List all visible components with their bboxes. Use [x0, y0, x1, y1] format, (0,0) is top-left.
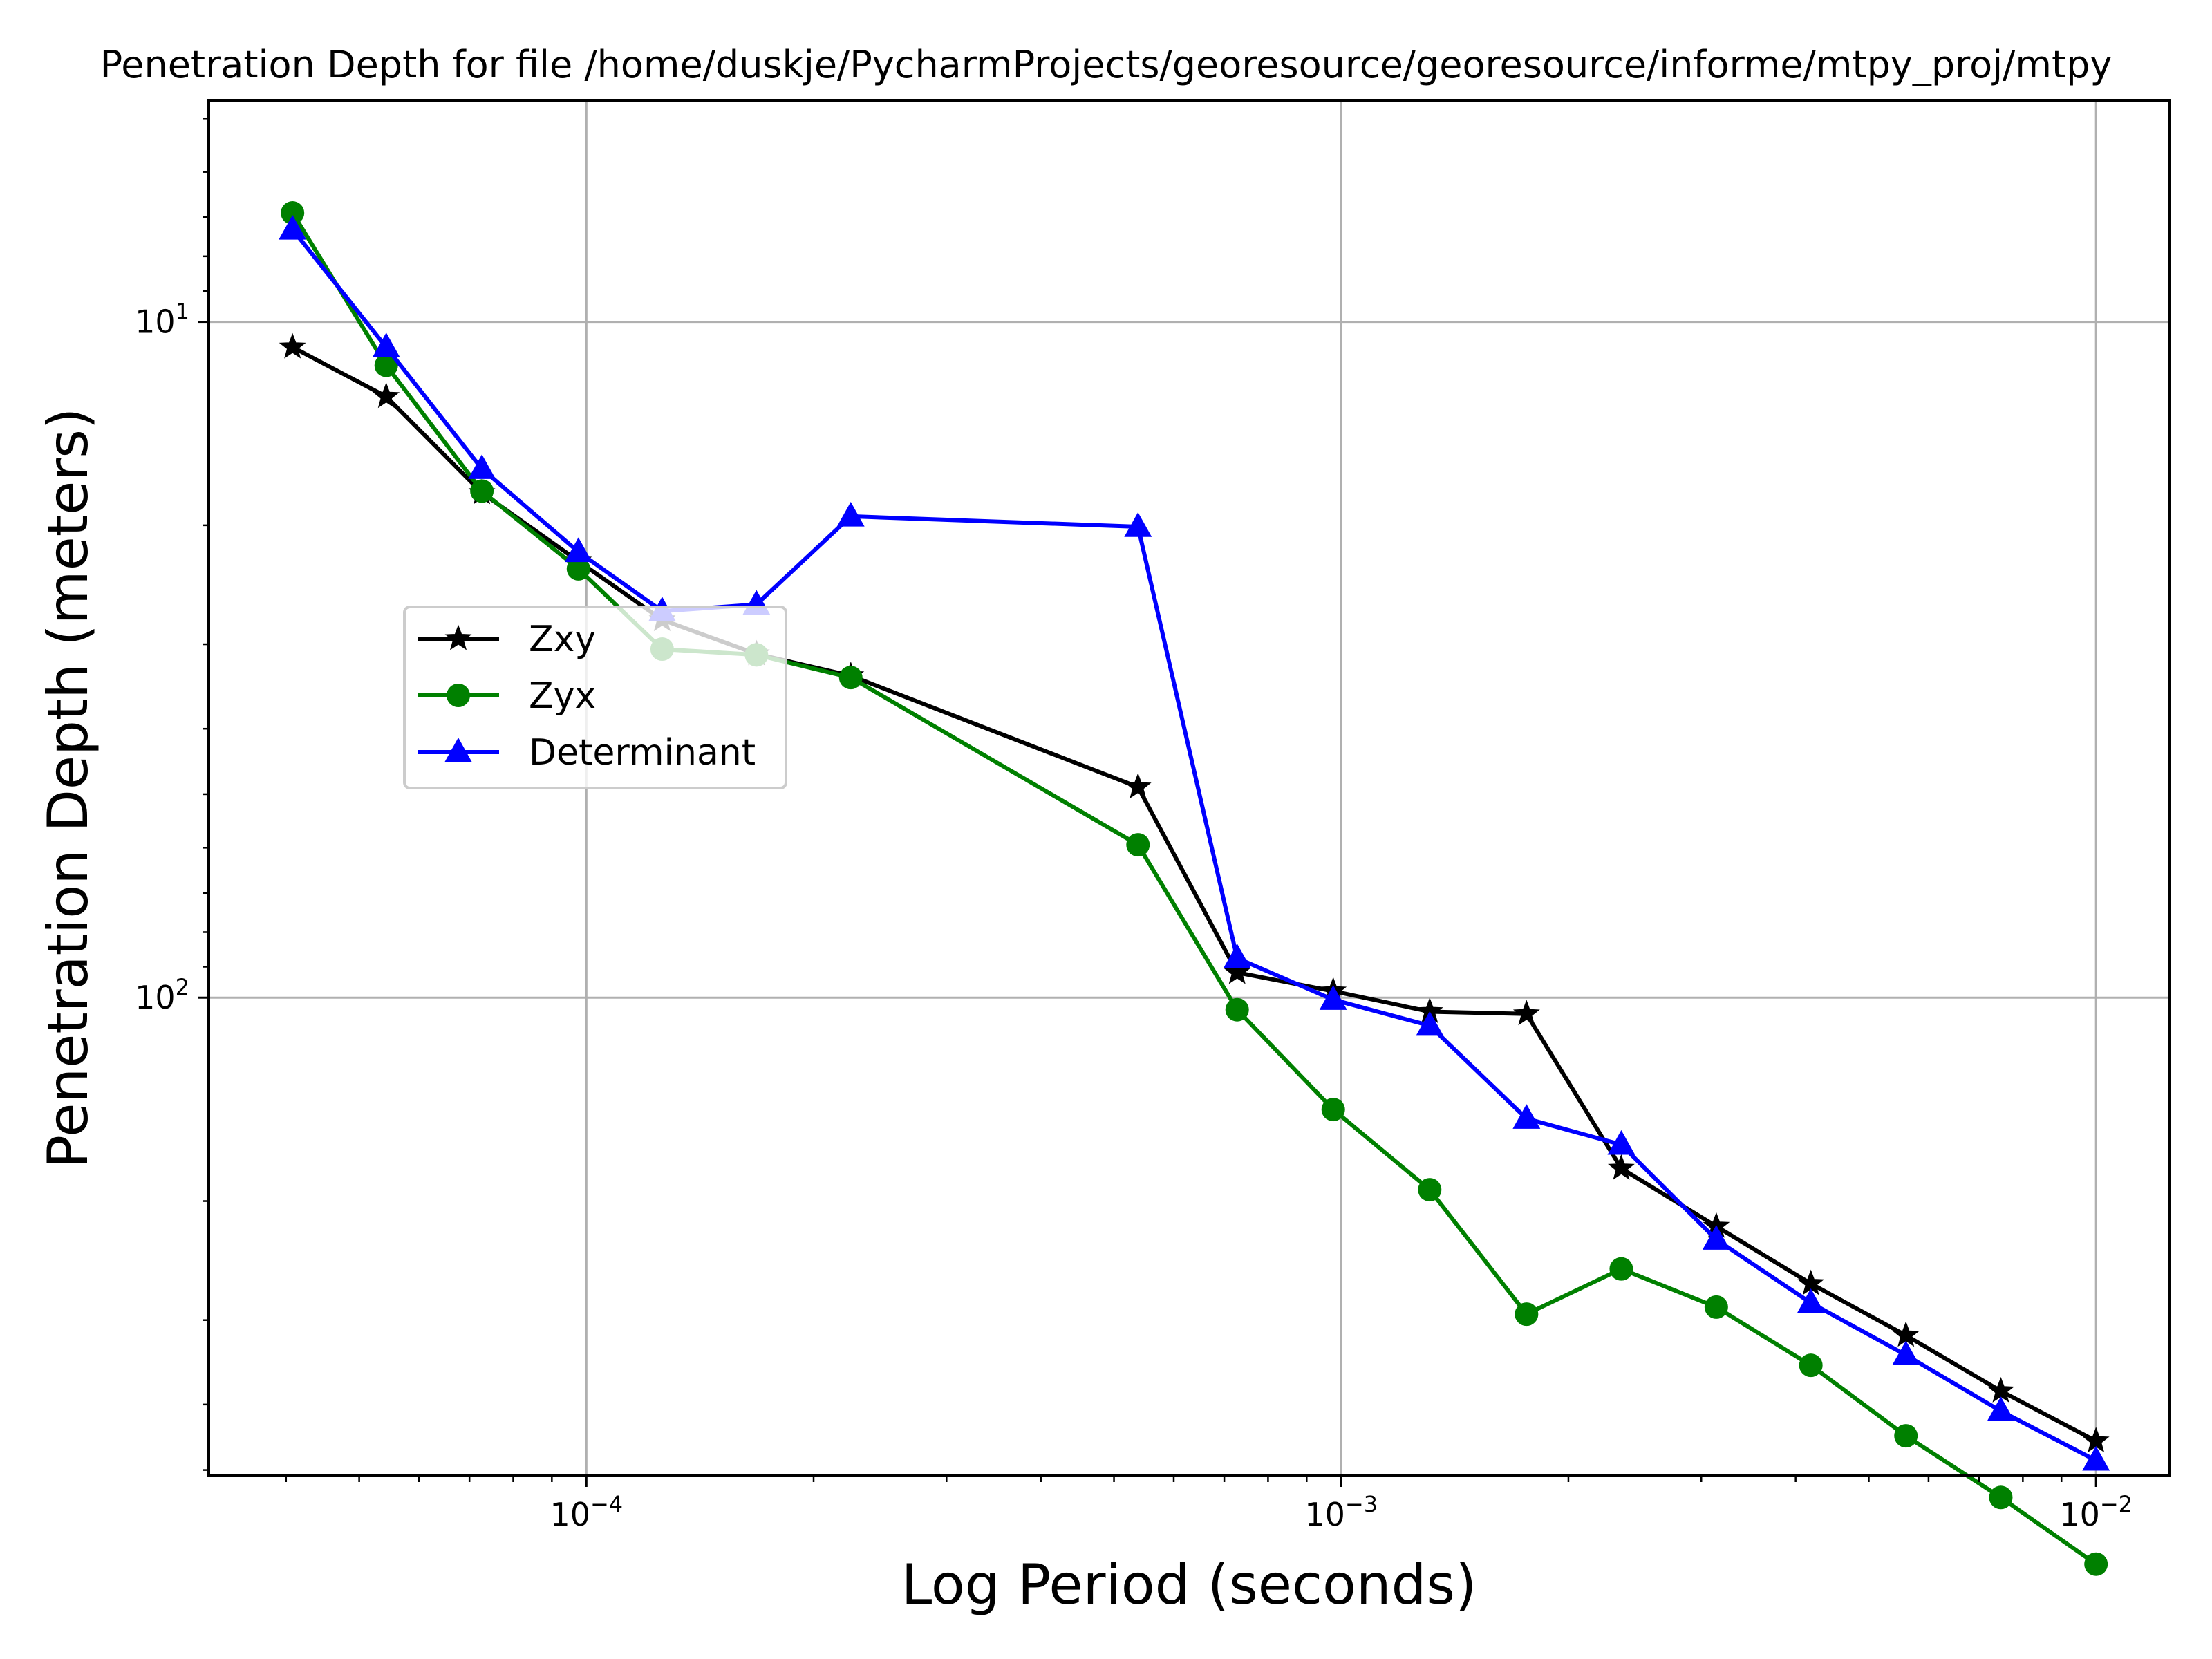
data-point-zxy: [373, 382, 400, 409]
data-point-zyx: [281, 201, 305, 225]
series-zyx: [281, 201, 2108, 1576]
legend-marker-determinant: [444, 738, 472, 762]
axis-ticks: 10−4 10−3 10−2 101 102: [135, 118, 2133, 1533]
legend-box: [403, 606, 787, 789]
data-point-zyx: [2084, 1552, 2108, 1576]
data-point-zxy: [1512, 1000, 1540, 1026]
data-point-zyx: [1609, 1257, 1633, 1281]
data-point-zyx: [1704, 1295, 1728, 1319]
data-point-determinant: [1416, 1011, 1444, 1036]
data-point-determinant: [1797, 1288, 1825, 1313]
data-point-determinant: [372, 332, 400, 357]
data-point-determinant: [1223, 944, 1251, 968]
data-point-zyx: [1894, 1424, 1918, 1448]
data-point-zyx: [374, 353, 398, 377]
series-line-zyx: [290, 212, 2097, 1566]
data-point-zyx: [838, 666, 863, 690]
data-point-zxy: [1124, 773, 1152, 799]
legend-label-zxy: Zxy: [529, 619, 596, 660]
data-series: [279, 201, 2110, 1576]
legend-label-determinant: Determinant: [529, 732, 756, 774]
legend-marker-zxy: [444, 624, 472, 650]
legend-label-zyx: Zyx: [529, 675, 596, 717]
data-point-zxy: [1987, 1376, 2014, 1403]
data-point-determinant: [1607, 1130, 1635, 1155]
x-tick-label: 10−2: [2059, 1491, 2133, 1533]
data-point-zyx: [1418, 1178, 1442, 1202]
data-point-zyx: [1126, 833, 1150, 857]
series-determinant: [279, 214, 2110, 1471]
data-point-determinant: [279, 214, 307, 240]
data-point-determinant: [564, 537, 592, 563]
data-point-zyx: [1515, 1302, 1539, 1327]
grid-lines: [209, 100, 2169, 1476]
data-point-zxy: [1608, 1154, 1635, 1180]
data-point-determinant: [1512, 1104, 1541, 1129]
data-point-zyx: [1225, 997, 1249, 1022]
y-tick-label: 102: [135, 974, 189, 1016]
data-point-zyx: [566, 556, 590, 581]
data-point-determinant: [1892, 1340, 1920, 1366]
data-point-zyx: [1989, 1485, 2013, 1510]
y-axis-label: Penetration Depth (meters): [36, 408, 100, 1168]
data-point-zyx: [1321, 1098, 1345, 1122]
data-point-determinant: [1124, 512, 1152, 537]
x-tick-label: 10−3: [1304, 1491, 1378, 1533]
chart-title: Penetration Depth for file /home/duskje/…: [100, 43, 2112, 86]
y-tick-label: 101: [135, 299, 189, 341]
data-point-determinant: [836, 501, 865, 527]
x-tick-label: 10−4: [550, 1491, 623, 1533]
plot-frame: [207, 99, 2171, 1477]
x-axis-label: Log Period (seconds): [901, 1553, 1477, 1617]
series-line-zxy: [291, 345, 2097, 1443]
data-point-determinant: [2082, 1445, 2110, 1471]
series-line-determinant: [290, 228, 2097, 1463]
legend: Zxy Zyx Determinant: [403, 606, 787, 789]
data-point-zyx: [1799, 1353, 1823, 1378]
series-zxy: [279, 332, 2110, 1453]
data-point-zyx: [470, 479, 494, 503]
data-point-zxy: [279, 332, 306, 359]
data-point-determinant: [1702, 1225, 1730, 1250]
data-point-determinant: [1319, 985, 1347, 1010]
data-point-zxy: [1224, 958, 1251, 984]
data-point-determinant: [468, 454, 496, 479]
data-point-determinant: [1987, 1396, 2015, 1421]
legend-marker-zyx: [447, 684, 470, 707]
